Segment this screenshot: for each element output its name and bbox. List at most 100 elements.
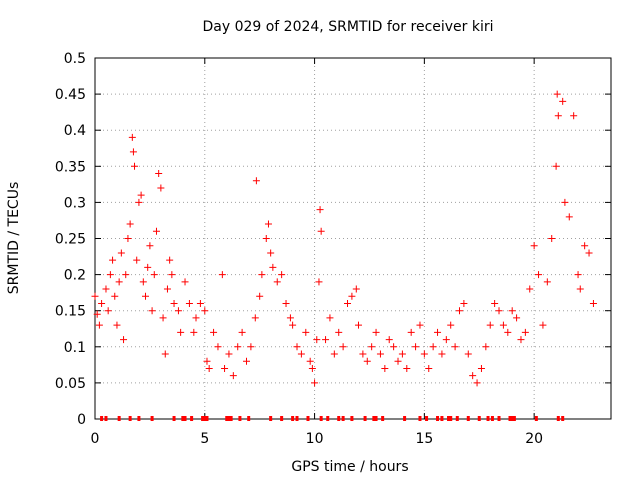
- data-points: [91, 90, 597, 387]
- data-point: [113, 321, 121, 329]
- data-point: [93, 310, 101, 318]
- axis-marker: [227, 416, 231, 421]
- data-point: [174, 307, 182, 315]
- data-point: [161, 350, 169, 358]
- data-point: [403, 364, 411, 372]
- data-point: [504, 328, 512, 336]
- data-point: [166, 256, 174, 264]
- axis-marker: [247, 416, 251, 421]
- data-point: [513, 314, 521, 322]
- data-point: [482, 343, 490, 351]
- data-point: [561, 198, 569, 206]
- data-point: [554, 112, 562, 120]
- axis-marker: [306, 416, 310, 421]
- data-point: [267, 249, 275, 257]
- data-point: [581, 242, 589, 250]
- data-point: [316, 206, 324, 214]
- data-point: [126, 220, 134, 228]
- data-point: [420, 350, 428, 358]
- axis-marker: [341, 416, 345, 421]
- data-point: [576, 285, 584, 293]
- x-tick-label: 5: [200, 431, 209, 447]
- data-point: [196, 299, 204, 307]
- y-axis-label: SRMTID / TECUs: [6, 182, 22, 295]
- axis-marker: [374, 416, 378, 421]
- x-tick-label: 20: [525, 431, 543, 447]
- data-point: [438, 350, 446, 358]
- data-point: [570, 112, 578, 120]
- axis-marker: [137, 416, 141, 421]
- axis-marker: [508, 416, 512, 421]
- y-tick-label: 0.35: [55, 159, 86, 175]
- axis-marker: [128, 416, 132, 421]
- axis-marker: [490, 416, 494, 421]
- x-tick-label: 15: [415, 431, 433, 447]
- axis-markers: [100, 416, 565, 421]
- data-point: [282, 299, 290, 307]
- data-point: [469, 372, 477, 380]
- data-point: [451, 343, 459, 351]
- axis-marker: [512, 416, 516, 421]
- axis-marker: [181, 416, 185, 421]
- data-point: [521, 328, 529, 336]
- data-point: [273, 278, 281, 286]
- data-point: [135, 198, 143, 206]
- axis-marker: [350, 416, 354, 421]
- data-point: [306, 357, 314, 365]
- data-point: [109, 256, 117, 264]
- axis-marker: [381, 416, 385, 421]
- axis-marker: [104, 416, 108, 421]
- data-point: [508, 307, 516, 315]
- data-point: [464, 350, 472, 358]
- data-point: [225, 350, 233, 358]
- data-point: [330, 350, 338, 358]
- data-point: [574, 271, 582, 279]
- y-tick-label: 0.15: [55, 304, 86, 320]
- axis-marker: [201, 416, 205, 421]
- axis-marker: [561, 416, 565, 421]
- data-point: [372, 328, 380, 336]
- data-point: [152, 227, 160, 235]
- data-point: [218, 271, 226, 279]
- data-point: [155, 170, 163, 178]
- data-point: [526, 285, 534, 293]
- data-point: [144, 263, 152, 271]
- axis-marker: [486, 416, 490, 421]
- axis-ticks: 0 0.05 0.1 0.15 0.2 0.25 0.3 0.35 0.4 0.45 0.5 0 5 10…: [55, 51, 611, 447]
- data-point: [543, 278, 551, 286]
- axis-marker: [455, 416, 459, 421]
- data-point: [120, 336, 128, 344]
- data-point: [258, 271, 266, 279]
- axis-marker: [100, 416, 104, 421]
- data-point: [203, 357, 211, 365]
- data-point: [181, 278, 189, 286]
- data-point: [352, 285, 360, 293]
- data-point: [552, 162, 560, 170]
- data-point: [256, 292, 264, 300]
- y-tick-label: 0.05: [55, 376, 86, 392]
- axis-marker: [436, 416, 440, 421]
- data-point: [302, 328, 310, 336]
- data-point: [313, 336, 321, 344]
- y-tick-label: 0.1: [64, 340, 86, 356]
- data-point: [185, 299, 193, 307]
- y-tick-label: 0.4: [64, 123, 86, 139]
- data-point: [339, 343, 347, 351]
- data-point: [157, 184, 165, 192]
- data-point: [473, 379, 481, 387]
- data-point: [221, 364, 229, 372]
- data-point: [335, 328, 343, 336]
- data-point: [190, 328, 198, 336]
- data-point: [317, 227, 325, 235]
- data-point: [407, 328, 415, 336]
- data-point: [376, 350, 384, 358]
- data-point: [142, 292, 150, 300]
- axis-marker: [280, 416, 284, 421]
- axis-marker: [291, 416, 295, 421]
- data-point: [234, 343, 242, 351]
- data-point: [289, 321, 297, 329]
- axis-marker: [225, 416, 229, 421]
- axis-marker: [229, 416, 233, 421]
- data-point: [499, 321, 507, 329]
- x-axis-label: GPS time / hours: [291, 459, 408, 475]
